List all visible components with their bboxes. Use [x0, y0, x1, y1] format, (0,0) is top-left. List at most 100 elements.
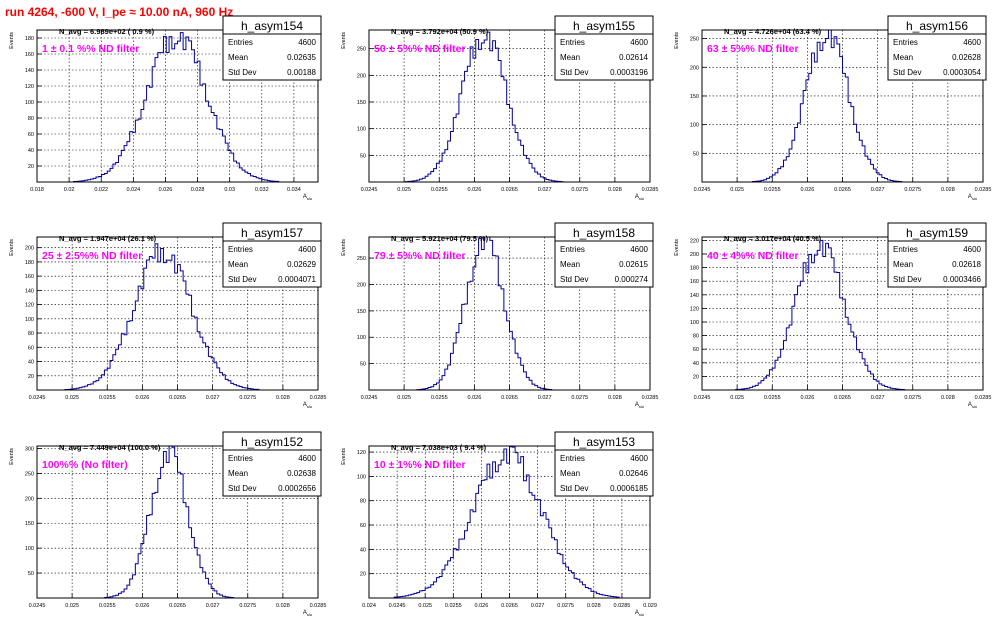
y-tick-label: 80: [28, 331, 34, 337]
stats-box-frame: [554, 431, 654, 497]
x-tick-label: 0.0265: [834, 395, 851, 401]
x-tick-label: 0.026: [800, 187, 814, 193]
x-tick-label: 0.0275: [904, 187, 921, 193]
histogram-name: h_asym157: [241, 226, 303, 240]
stat-value-mean: 0.02635: [287, 53, 316, 62]
stats-box: h_asym156 Entries 4600 Mean 0.02628 Std Dev 0.…: [887, 15, 987, 81]
x-tick-label: 0.025: [730, 395, 744, 401]
y-tick-label: 160: [25, 52, 34, 58]
y-tick-label: 180: [25, 260, 34, 266]
stat-value-mean: 0.02629: [287, 260, 316, 269]
x-tick-label: 0.027: [538, 187, 552, 193]
x-tick-label: 0.0285: [642, 187, 659, 193]
y-axis-label: Events: [341, 32, 347, 49]
x-tick-label: 0.0275: [557, 603, 574, 609]
x-tick-label: 0.028: [941, 187, 955, 193]
x-tick-label: 0.0265: [501, 603, 518, 609]
x-tick-label: 0.0285: [613, 603, 630, 609]
y-tick-label: 140: [25, 68, 34, 74]
y-tick-label: 150: [357, 100, 366, 106]
y-tick-label: 220: [690, 238, 699, 244]
stat-label-std: Std Dev: [228, 68, 256, 77]
y-tick-label: 250: [357, 47, 366, 53]
y-tick-label: 60: [28, 132, 34, 138]
y-tick-label: 50: [360, 362, 366, 368]
y-tick-label: 120: [25, 303, 34, 309]
stat-label-entries: Entries: [228, 454, 253, 463]
y-tick-label: 100: [357, 127, 366, 133]
stat-label-entries: Entries: [228, 38, 253, 47]
x-tick-label: 0.022: [94, 187, 108, 193]
stat-value-std: 0.0004071: [278, 275, 316, 284]
y-tick-label: 50: [693, 151, 699, 157]
stat-label-std: Std Dev: [560, 68, 588, 77]
x-tick-label: 0.0265: [834, 187, 851, 193]
x-tick-label: 0.027: [871, 187, 885, 193]
histogram-name: h_asym158: [573, 226, 635, 240]
x-axis-label: Asio: [303, 610, 313, 617]
x-tick-label: 0.0245: [361, 395, 378, 401]
y-tick-label: 40: [360, 547, 366, 553]
x-axis-label-sub: sio: [972, 196, 978, 201]
histogram-series: [37, 32, 318, 183]
x-axis-label-sub: sio: [639, 612, 645, 617]
x-tick-label: 0.0255: [99, 603, 116, 609]
stat-label-std: Std Dev: [228, 484, 256, 493]
x-tick-label: 0.024: [126, 187, 140, 193]
y-tick-label: 150: [690, 94, 699, 100]
x-tick-label: 0.027: [531, 603, 545, 609]
y-tick-label: 200: [25, 496, 34, 502]
y-tick-label: 80: [693, 334, 699, 340]
x-axis-label-main: A: [303, 194, 307, 200]
y-axis-label: Events: [674, 239, 680, 256]
x-axis-label: Asio: [303, 402, 313, 409]
x-tick-label: 0.025: [65, 603, 79, 609]
x-tick-label: 0.0285: [310, 603, 327, 609]
x-tick-label: 0.026: [135, 395, 149, 401]
y-axis-label: Events: [341, 239, 347, 256]
y-tick-label: 20: [28, 374, 34, 380]
histogram-name: h_asym154: [241, 19, 303, 33]
stat-value-mean: 0.02638: [287, 469, 316, 478]
y-tick-label: 60: [693, 347, 699, 353]
x-axis-label-main: A: [968, 402, 972, 408]
stat-value-entries: 4600: [298, 38, 316, 47]
stat-value-std: 0.0003054: [943, 68, 981, 77]
y-tick-label: 40: [28, 360, 34, 366]
y-tick-label: 200: [357, 73, 366, 79]
histogram-subtitle: N_avg = 4.726e+04 (63.4 %): [724, 27, 822, 36]
x-tick-label: 0.0245: [29, 395, 46, 401]
x-tick-label: 0.0275: [571, 395, 588, 401]
x-tick-label: 0.0275: [239, 395, 256, 401]
stat-value-std: 0.0006185: [610, 484, 648, 493]
histogram-panel-h_asym154: 0.018 0.02 0.022 0.024 0.026 0.028 0.03 0.032 0.…: [9, 15, 322, 201]
x-axis-label: Asio: [968, 194, 978, 201]
stat-label-std: Std Dev: [893, 275, 921, 284]
x-tick-label: 0.0285: [310, 395, 327, 401]
y-tick-label: 100: [690, 320, 699, 326]
x-axis-label: Asio: [635, 610, 645, 617]
stat-label-entries: Entries: [893, 38, 918, 47]
stats-box-frame: [222, 15, 322, 81]
x-tick-label: 0.026: [467, 395, 481, 401]
stat-label-mean: Mean: [228, 53, 248, 62]
x-tick-label: 0.0255: [99, 395, 116, 401]
histogram-panel-h_asym157: 0.0245 0.025 0.0255 0.026 0.0265 0.027 0.0275 0…: [9, 222, 327, 409]
stats-box: h_asym158 Entries 4600 Mean 0.02615 Std Dev 0.…: [554, 222, 654, 288]
stat-label-mean: Mean: [228, 469, 248, 478]
x-tick-label: 0.0245: [389, 603, 406, 609]
histogram-panel-h_asym156: 0.0245 0.025 0.0255 0.026 0.0265 0.027 0.0275 0…: [674, 15, 991, 201]
x-axis-label: Asio: [635, 194, 645, 201]
x-tick-label: 0.026: [467, 187, 481, 193]
stat-label-std: Std Dev: [228, 275, 256, 284]
x-tick-label: 0.028: [276, 395, 290, 401]
stat-label-mean: Mean: [560, 469, 580, 478]
stats-box: h_asym154 Entries 4600 Mean 0.02635 Std Dev 0.…: [222, 15, 322, 81]
stats-box: h_asym155 Entries 4600 Mean 0.02614 Std Dev 0.…: [554, 15, 654, 81]
stat-value-entries: 4600: [298, 454, 316, 463]
stats-box: h_asym153 Entries 4600 Mean 0.02646 Std Dev 0.…: [554, 431, 654, 497]
y-tick-label: 20: [693, 374, 699, 380]
y-tick-label: 120: [25, 84, 34, 90]
y-tick-label: 20: [28, 164, 34, 170]
